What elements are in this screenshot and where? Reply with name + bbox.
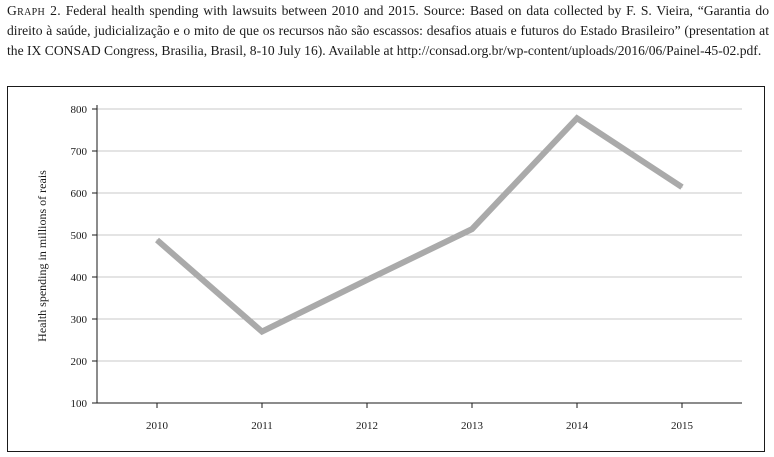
y-tick-label: 500 bbox=[71, 230, 88, 242]
series-line bbox=[155, 114, 684, 336]
data-point bbox=[366, 279, 368, 281]
x-tick-label: 2014 bbox=[566, 420, 589, 432]
data-point bbox=[681, 186, 683, 188]
x-tick-label: 2011 bbox=[251, 420, 273, 432]
y-tick-label: 700 bbox=[71, 146, 88, 158]
y-axis-title: Health spending in millions of reais bbox=[35, 170, 49, 342]
x-tick-label: 2012 bbox=[356, 420, 378, 432]
caption-text: Federal health spending with lawsuits be… bbox=[7, 3, 769, 58]
data-point bbox=[576, 117, 578, 119]
y-tick-label: 800 bbox=[71, 104, 88, 116]
y-tick-label: 600 bbox=[71, 188, 88, 200]
y-tick-label: 400 bbox=[71, 272, 88, 284]
data-point bbox=[156, 239, 158, 241]
data-point bbox=[471, 228, 473, 230]
x-tick-label: 2015 bbox=[671, 420, 694, 432]
x-tick-label: 2013 bbox=[461, 420, 484, 432]
figure-caption: Graph 2. Federal health spending with la… bbox=[7, 1, 769, 61]
y-tick-label: 100 bbox=[71, 398, 88, 410]
data-point bbox=[261, 331, 263, 333]
line-chart: 100 200 300 400 500 600 700 800 2010 2011 2012 2013… bbox=[35, 104, 742, 432]
y-tick-label: 300 bbox=[71, 314, 88, 326]
chart-frame: 100 200 300 400 500 600 700 800 2010 2011 2012 2013… bbox=[7, 86, 765, 452]
caption-label: Graph 2. bbox=[7, 3, 61, 18]
x-tick-label: 2010 bbox=[146, 420, 169, 432]
y-tick-label: 200 bbox=[71, 356, 88, 368]
